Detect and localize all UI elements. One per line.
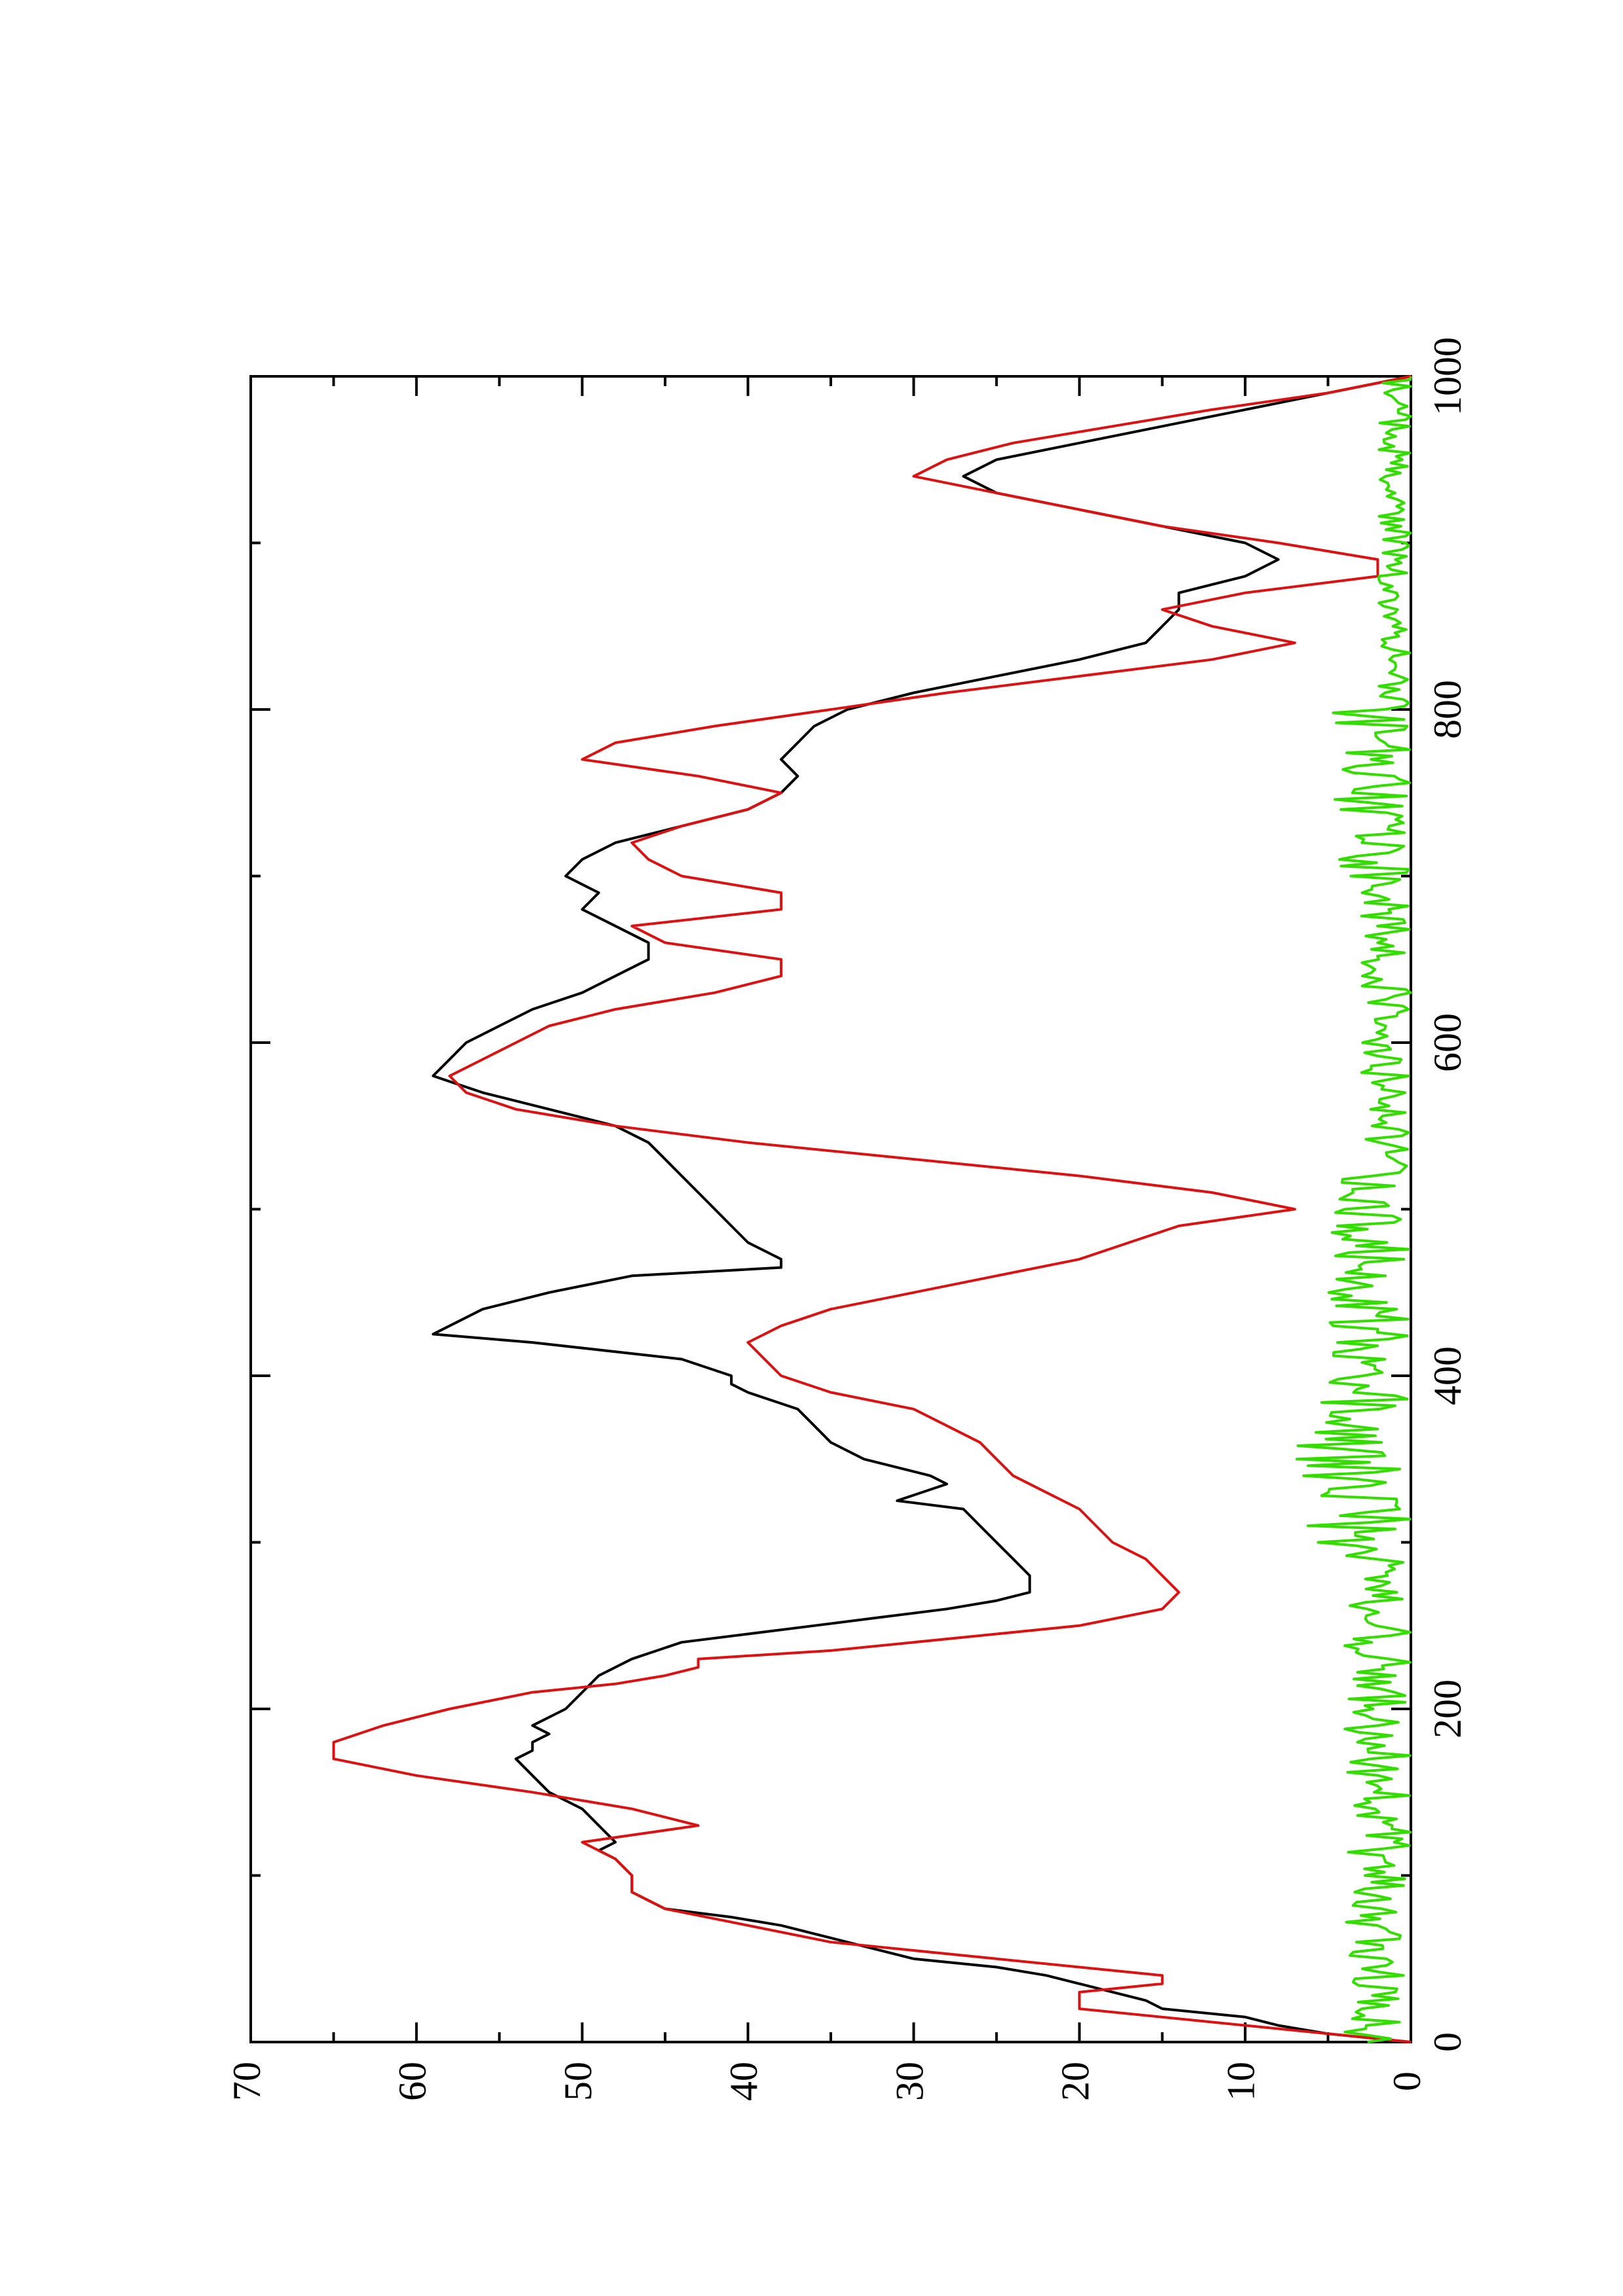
series-line-2 <box>332 375 1412 2043</box>
y-tick-label: 50 <box>556 2062 600 2101</box>
axis-tick-labels: 0 200 400 600 800 1000 0 10 20 30 40 50 60 70 <box>225 337 1469 2101</box>
y-tick-label: 10 <box>1220 2062 1263 2101</box>
x-tick-label: 0 <box>1426 2032 1469 2052</box>
x-tick-label: 200 <box>1426 1679 1469 1738</box>
series-line-1 <box>431 375 1412 2043</box>
series-layer <box>332 375 1412 2043</box>
plot-border <box>249 375 1412 2043</box>
y-tick-label: 0 <box>1385 2072 1429 2091</box>
y-tick-label: 60 <box>391 2062 434 2101</box>
x-tick-label: 800 <box>1426 680 1469 739</box>
x-tick-label: 400 <box>1426 1346 1469 1405</box>
y-tick-label: 40 <box>722 2062 765 2101</box>
y-tick-label: 20 <box>1053 2062 1097 2101</box>
x-tick-label: 600 <box>1426 1013 1469 1072</box>
plot-frame <box>249 375 1412 2043</box>
y-tick-label: 70 <box>225 2062 268 2101</box>
series-line-3 <box>1295 376 1412 2043</box>
axis-ticks <box>249 375 1412 2043</box>
y-tick-label: 30 <box>888 2062 931 2101</box>
x-tick-label: 1000 <box>1426 337 1469 416</box>
